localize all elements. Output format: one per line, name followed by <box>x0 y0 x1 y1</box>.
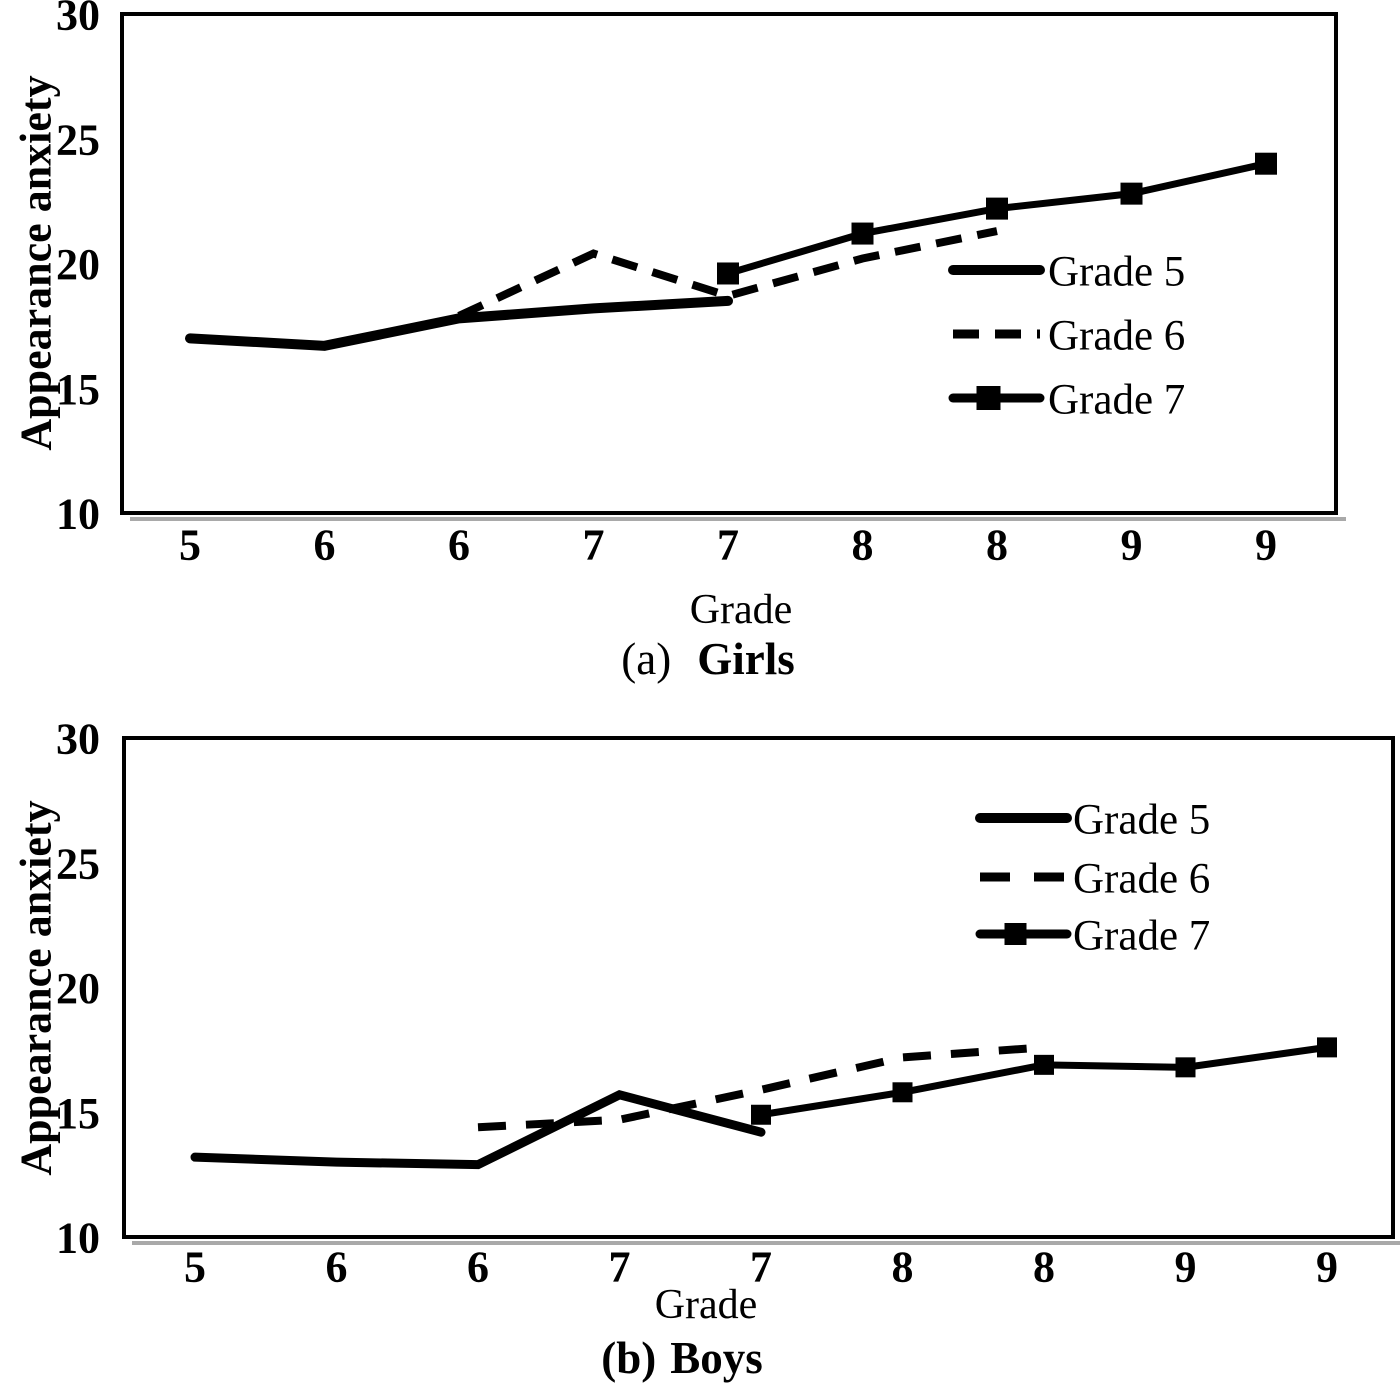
girls-plot-border <box>120 12 1338 515</box>
girls-legend-square-marker <box>976 386 1001 410</box>
girls-y-tick-label: 25 <box>56 115 100 164</box>
girls-x-tick-label: 5 <box>179 521 201 570</box>
girls-x-tick-label: 9 <box>1121 521 1143 570</box>
boys-caption-label: Boys <box>670 1333 763 1383</box>
boys-grade-7-square-marker <box>751 1104 771 1125</box>
boys-grade-7-square-marker <box>1175 1057 1196 1078</box>
boys-y-tick-label: 10 <box>56 1214 100 1263</box>
boys-y-tick-label: 30 <box>56 715 100 764</box>
boys-grade-7-square-marker <box>1034 1054 1054 1075</box>
girls-y-tick-label: 20 <box>56 240 100 289</box>
boys-x-tick-label: 9 <box>1175 1243 1197 1292</box>
girls-caption-label: Girls <box>697 634 795 684</box>
boys-y-tick-label: 25 <box>56 839 100 888</box>
boys-x-tick-label: 8 <box>1033 1243 1055 1292</box>
girls-caption: (a) Girls <box>621 633 794 685</box>
girls-legend-label-grade-7: Grade 7 <box>1048 377 1185 424</box>
girls-grade-7-square-marker <box>851 222 874 245</box>
girls-series-grade-5-line <box>185 295 733 351</box>
girls-grade-7-square-marker <box>1255 152 1277 175</box>
boys-grade-7-square-marker <box>892 1082 913 1103</box>
girls-y-tick-label: 15 <box>56 365 100 414</box>
girls-grade-7-square-marker <box>717 262 739 285</box>
boys-y-tick-label: 15 <box>56 1089 100 1138</box>
boys-x-axis-title: Grade <box>654 1282 758 1328</box>
girls-x-tick-label: 7 <box>583 521 605 570</box>
girls-series-grade-6-line <box>457 227 998 320</box>
boys-caption: (b) Boys <box>601 1332 763 1383</box>
boys-x-tick-label: 8 <box>892 1243 914 1292</box>
girls-x-tick-label: 8 <box>852 521 874 570</box>
boys-y-tick-label: 20 <box>56 964 100 1013</box>
girls-x-axis-title: Grade <box>689 587 793 633</box>
boys-series-grade-5-line <box>190 1090 766 1170</box>
boys-y-axis-title: Appearance anxiety <box>12 800 61 1175</box>
girls-x-tick-label: 6 <box>314 521 336 570</box>
boys-x-tick-label: 7 <box>750 1243 772 1292</box>
girls-caption-prefix: (a) <box>621 634 672 684</box>
boys-x-tick-label: 6 <box>467 1243 489 1292</box>
boys-x-tick-label: 9 <box>1316 1243 1338 1292</box>
boys-x-tick-label: 7 <box>609 1243 631 1292</box>
girls-x-tick-label: 9 <box>1255 521 1277 570</box>
girls-legend-label-grade-6: Grade 6 <box>1048 313 1185 360</box>
girls-line-chart: 10 15 20 25 30 5 6 6 7 7 8 8 9 9 Appearance anxiety Gra… <box>12 0 1346 570</box>
girls-y-tick-label: 10 <box>56 490 100 539</box>
boys-legend-label-grade-5: Grade 5 <box>1073 797 1210 844</box>
girls-y-axis-title: Appearance anxiety <box>12 75 61 450</box>
boys-plot-border <box>122 736 1395 1239</box>
boys-legend-label-grade-7: Grade 7 <box>1073 913 1210 960</box>
boys-legend-square-marker <box>1004 923 1027 945</box>
girls-x-tick-label: 7 <box>717 521 739 570</box>
boys-x-tick-label: 5 <box>184 1243 206 1292</box>
girls-x-tick-label: 6 <box>448 521 470 570</box>
boys-caption-prefix: (b) <box>601 1333 657 1383</box>
girls-legend-label-grade-5: Grade 5 <box>1048 249 1185 296</box>
boys-grade-7-square-marker <box>1317 1037 1337 1058</box>
girls-x-tick-label: 8 <box>986 521 1008 570</box>
girls-grade-7-square-marker <box>1120 182 1143 205</box>
girls-y-tick-label: 30 <box>56 0 100 40</box>
boys-line-chart: 10 15 20 25 30 5 6 6 7 7 8 8 9 9 Appearance anxiety Gra… <box>12 715 1400 1292</box>
girls-grade-7-square-marker <box>986 197 1008 220</box>
boys-legend-label-grade-6: Grade 6 <box>1073 856 1210 903</box>
boys-x-tick-label: 6 <box>326 1243 348 1292</box>
